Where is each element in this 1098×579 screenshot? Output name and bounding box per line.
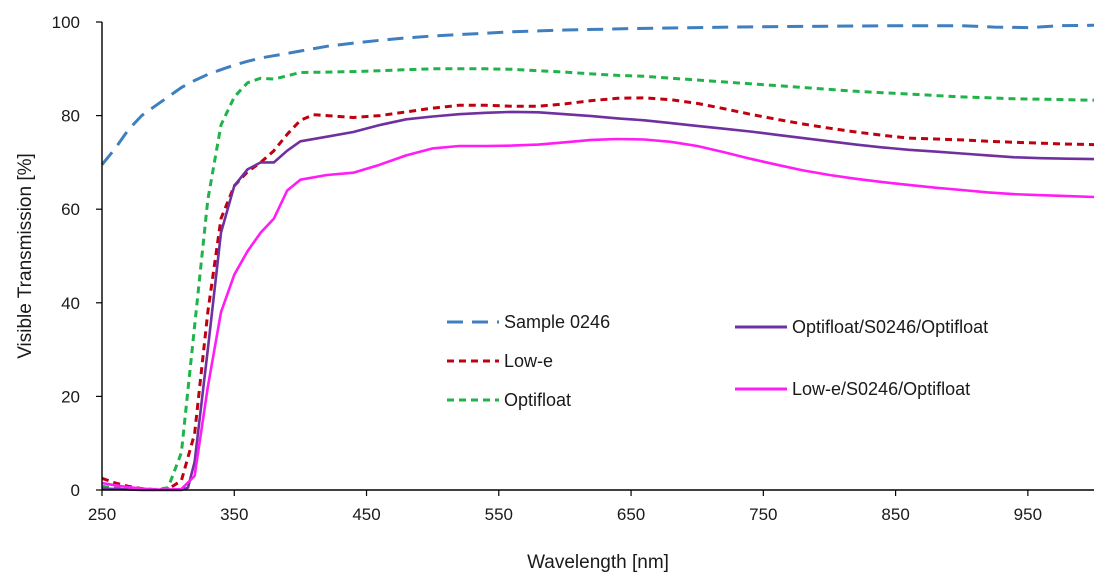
ticks: 250 350 450 550 650 750 850 950 0 20 40 60 80 100: [52, 13, 1042, 524]
legend-label-2: Low-e: [504, 351, 553, 371]
series-line-4: [101, 110, 1095, 492]
series-line-3: [101, 67, 1095, 491]
axes: [101, 22, 1094, 491]
legend-label-3: Optifloat: [504, 390, 571, 410]
x-tick-label-450: 450: [352, 505, 380, 524]
x-tick-label-550: 550: [485, 505, 513, 524]
plot-lines: [100, 23, 1095, 492]
y-tick-label-40: 40: [61, 294, 80, 313]
y-tick-label-20: 20: [61, 387, 80, 406]
series-line-5: [101, 137, 1095, 491]
series-line-2: [101, 96, 1095, 491]
legend-label-5: Low-e/S0246/Optifloat: [792, 379, 970, 399]
legend-label-1: Sample 0246: [504, 312, 610, 332]
x-tick-label-650: 650: [617, 505, 645, 524]
series-line-1: [100, 23, 1095, 166]
x-tick-label-750: 750: [749, 505, 777, 524]
x-tick-label-250: 250: [88, 505, 116, 524]
x-tick-label-850: 850: [881, 505, 909, 524]
y-axis-title: Visible Transmission [%]: [15, 153, 36, 359]
x-tick-label-350: 350: [220, 505, 248, 524]
x-axis-title: Wavelength [nm]: [527, 552, 669, 573]
y-tick-label-80: 80: [61, 107, 80, 126]
x-tick-label-950: 950: [1014, 505, 1042, 524]
legend-label-4: Optifloat/S0246/Optifloat: [792, 317, 988, 337]
y-tick-label-100: 100: [52, 13, 80, 32]
y-tick-label-0: 0: [71, 481, 80, 500]
y-tick-label-60: 60: [61, 200, 80, 219]
legend: Sample 0246 Low-e Optifloat Optifloat/S0246…: [447, 312, 988, 410]
